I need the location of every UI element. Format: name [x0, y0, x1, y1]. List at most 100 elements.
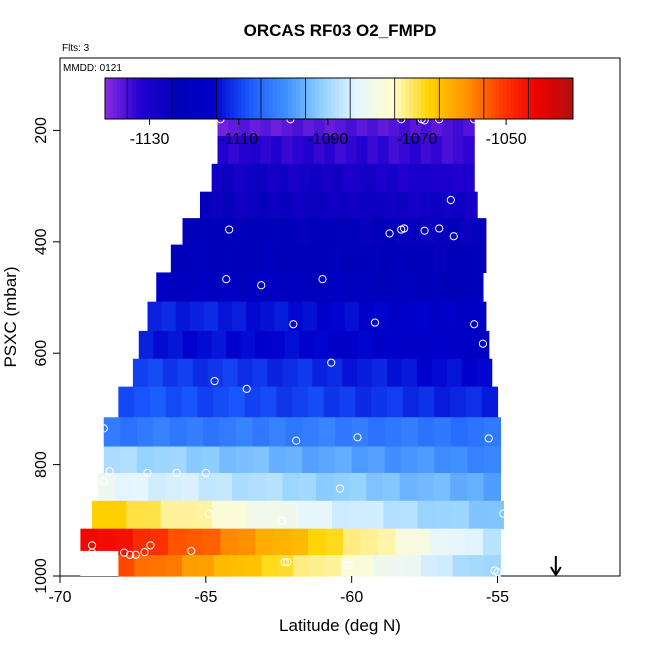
heatmap-cell [293, 555, 310, 577]
heatmap-cell [149, 386, 167, 418]
heatmap-cell [412, 528, 432, 556]
heatmap-cell [433, 244, 448, 274]
heatmap-cell [238, 108, 251, 137]
heatmap-cell [383, 500, 402, 530]
heatmap-cell [131, 472, 149, 502]
heatmap-cell [455, 272, 470, 303]
heatmap-cell [270, 108, 283, 137]
x-tick-label: -60 [340, 589, 363, 606]
heatmap-cell [388, 555, 406, 577]
heatmap-cell [339, 386, 356, 418]
heatmap-cell [430, 163, 442, 193]
heatmap-cell [331, 500, 350, 530]
heatmap-cell [138, 330, 154, 360]
heatmap-cell [197, 244, 211, 274]
heatmap-cell [401, 272, 416, 303]
heatmap-cells [80, 108, 504, 577]
colorbar-tick-label: -1130 [130, 131, 170, 148]
heatmap-cell [315, 191, 328, 219]
colorbar-segment [432, 78, 437, 119]
heatmap-cell [434, 386, 451, 418]
colorbar-segment [159, 78, 164, 119]
data-point [353, 433, 362, 442]
heatmap-cell [169, 417, 187, 448]
heatmap-cell [386, 163, 399, 193]
heatmap-cell [357, 555, 374, 577]
heatmap-cell [103, 417, 121, 448]
heatmap-cell [235, 417, 254, 448]
heatmap-cell [270, 218, 285, 246]
heatmap-cell [468, 555, 486, 577]
heatmap-cell [447, 528, 467, 556]
heatmap-cell [358, 301, 374, 332]
heatmap-cell [371, 386, 388, 418]
heatmap-cell [120, 446, 138, 474]
data-point [222, 275, 231, 284]
heatmap-cell [281, 108, 293, 137]
heatmap-cell [417, 446, 435, 474]
colorbar-segment [268, 78, 274, 119]
heatmap-cell [442, 272, 457, 303]
heatmap-cell [399, 135, 411, 165]
heatmap-cell [356, 108, 368, 137]
heatmap-cell [323, 386, 341, 418]
colorbar-segment [198, 78, 203, 119]
colorbar-segment [194, 78, 200, 119]
heatmap-cell [169, 272, 185, 303]
heatmap-cell [418, 386, 435, 418]
heatmap-cell [400, 500, 419, 530]
heatmap-cell [401, 330, 417, 360]
colorbar-segment [537, 78, 543, 119]
heatmap-cell [249, 108, 261, 137]
heatmap-cell [285, 417, 303, 448]
heatmap-cell [232, 472, 250, 502]
heatmap-cell [446, 358, 463, 388]
colorbar-segment [456, 78, 461, 119]
empty-cell [80, 550, 119, 576]
data-point [289, 320, 298, 329]
heatmap-cell [237, 272, 253, 303]
heatmap-cell [265, 272, 280, 303]
heatmap-cell [175, 301, 191, 332]
colorbar-segment [444, 78, 449, 119]
heatmap-cell [267, 358, 283, 388]
colorbar-segment [569, 78, 574, 119]
heatmap-cell [186, 417, 204, 448]
heatmap-cell [442, 108, 454, 137]
heatmap-cell [246, 500, 265, 530]
heatmap-cell [207, 218, 222, 246]
colorbar-segment [319, 78, 324, 119]
heatmap-cell [186, 446, 204, 474]
heatmap-cell [297, 500, 316, 530]
heatmap-cell [303, 191, 317, 219]
heatmap-cell [169, 446, 187, 474]
heatmap-cell [318, 417, 336, 448]
data-point [420, 226, 429, 235]
data-point [370, 318, 380, 327]
heatmap-cell [288, 244, 303, 274]
heatmap-cell [210, 272, 225, 303]
heatmap-cell [315, 244, 329, 274]
data-point [385, 229, 394, 238]
data-point [283, 557, 292, 567]
heatmap-cell [450, 446, 468, 474]
heatmap-cell [332, 472, 351, 502]
heatmap-cell [350, 191, 363, 219]
colorbar-segment [549, 78, 554, 119]
colorbar-segment [307, 78, 313, 119]
heatmap-cell [346, 218, 361, 246]
colorbar-segment [132, 78, 137, 119]
heatmap-cell [215, 472, 233, 502]
heatmap-cell [309, 555, 326, 577]
heatmap-cell [387, 272, 402, 303]
heatmap-cell [252, 417, 270, 448]
heatmap-cell [213, 386, 230, 418]
heatmap-cell [285, 446, 303, 474]
heatmap-cell [335, 446, 353, 474]
y-tick-label: 600 [33, 340, 50, 367]
heatmap-cell [228, 135, 240, 165]
colorbar-segment [124, 78, 129, 119]
heatmap-cell [319, 272, 334, 303]
data-point [470, 320, 479, 329]
heatmap-cell [451, 500, 470, 530]
